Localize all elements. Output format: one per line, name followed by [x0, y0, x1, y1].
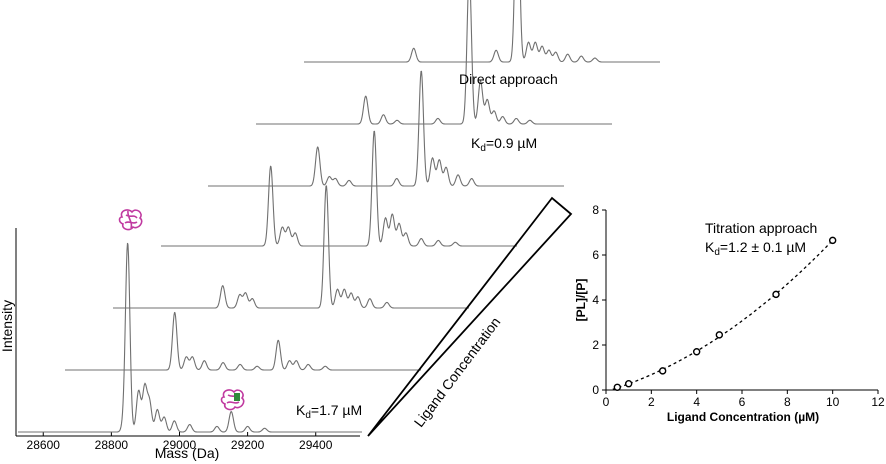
data-point-1 — [613, 383, 622, 391]
titration-x-tick-label: 8 — [784, 395, 791, 409]
titration-x-tick-label: 4 — [693, 395, 700, 409]
mass-tick-label: 29400 — [299, 438, 333, 452]
titration-y-tick-label: 4 — [592, 293, 599, 307]
titration-x-axis-label: Ligand Concentration (µM) — [667, 410, 819, 424]
data-point-5 — [715, 331, 724, 339]
protein-ligand-complex-icon — [220, 389, 245, 411]
titration-x-tick-label: 2 — [648, 395, 655, 409]
spectrum-trace-7 — [304, 0, 660, 63]
direct-approach-title: Direct approach — [459, 71, 558, 87]
mass-tick-label: 29200 — [231, 438, 265, 452]
spectra-panel: 28600 28800 29000 29200 29400 Intensity Mass… — [0, 0, 660, 461]
data-point-6 — [772, 290, 780, 299]
wedge-label: Ligand Concentration — [411, 314, 504, 430]
spectrum-trace-1 — [18, 242, 362, 433]
mass-tick-label: 28800 — [95, 438, 129, 452]
protein-icon — [118, 209, 143, 231]
titration-y-tick-label: 0 — [592, 383, 599, 397]
mass-axis-label: Mass (Da) — [155, 445, 220, 461]
ligand-concentration-wedge — [367, 196, 573, 437]
titration-x-tick-label: 10 — [826, 395, 840, 409]
spectrum-trace-6 — [256, 0, 612, 125]
spectrum-trace-5 — [208, 70, 564, 187]
ligand-icon — [234, 393, 240, 401]
kd-direct-bottom: Kd=1.7 µM — [296, 402, 362, 421]
mass-tick-label: 28600 — [27, 438, 61, 452]
titration-y-axis-label: [PL]/[P] — [574, 279, 588, 322]
mass-tick-label: 29000 — [163, 438, 197, 452]
kd-direct-top: Kd=0.9 µM — [471, 135, 537, 154]
spectrum-trace-3 — [113, 185, 469, 309]
data-point-4 — [692, 348, 701, 356]
titration-y-tick-label: 6 — [592, 248, 599, 262]
data-point-7 — [828, 236, 837, 245]
kd-titration: Kd=1.2 ± 0.1 µM — [705, 239, 806, 258]
titration-approach-title: Titration approach — [705, 220, 817, 236]
data-point-2 — [624, 380, 633, 388]
titration-x-tick-label: 6 — [739, 395, 746, 409]
data-point-3 — [658, 367, 667, 375]
titration-x-tick-label: 12 — [871, 395, 885, 409]
titration-y-tick-label: 2 — [592, 338, 599, 352]
titration-y-tick-label: 8 — [592, 203, 599, 217]
spectrum-trace-4 — [161, 130, 517, 247]
fit-curve — [612, 237, 836, 390]
intensity-axis-label: Intensity — [0, 300, 15, 352]
titration-x-tick-label: 0 — [603, 395, 610, 409]
titration-panel: 0 2 4 6 8 10 12 0 2 4 6 8 [PL]/[P] Ligand Concentra… — [574, 203, 885, 424]
spectrum-trace-2 — [65, 311, 421, 371]
